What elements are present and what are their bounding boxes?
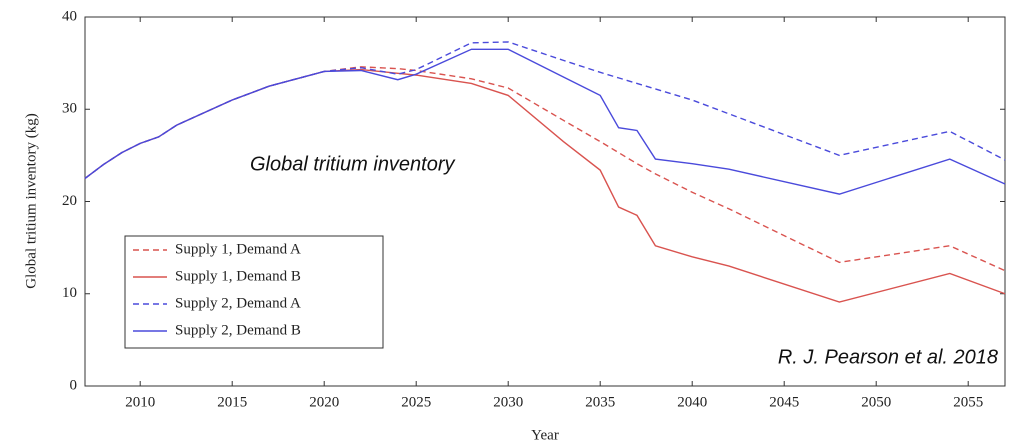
y-axis-label: Global tritium inventory (kg): [23, 113, 39, 288]
y-tick-label: 20: [62, 193, 77, 209]
x-tick-label: 2055: [953, 394, 983, 410]
x-axis-label: Year: [531, 427, 559, 443]
legend-box: [124, 235, 384, 349]
series-line: [84, 48, 1006, 195]
legend-label: Supply 1, Demand B: [175, 268, 301, 284]
legend-label: Supply 1, Demand A: [175, 241, 301, 257]
x-tick-label: 2035: [585, 394, 615, 410]
annotation: Global tritium inventory: [250, 153, 456, 175]
x-tick-label: 2040: [677, 394, 707, 410]
x-tick-label: 2030: [493, 394, 523, 410]
y-tick-label: 0: [70, 377, 78, 393]
y-tick-label: 40: [62, 8, 77, 24]
annotation: R. J. Pearson et al. 2018: [778, 346, 998, 368]
x-tick-label: 2015: [217, 394, 247, 410]
x-tick-label: 2045: [769, 394, 799, 410]
y-tick-label: 10: [62, 285, 77, 301]
x-tick-label: 2025: [401, 394, 431, 410]
legend-label: Supply 2, Demand A: [175, 295, 301, 311]
x-tick-label: 2050: [861, 394, 891, 410]
y-tick-label: 30: [62, 101, 77, 117]
legend-label: Supply 2, Demand B: [175, 322, 301, 338]
x-tick-label: 2010: [125, 394, 155, 410]
x-tick-label: 2020: [309, 394, 339, 410]
